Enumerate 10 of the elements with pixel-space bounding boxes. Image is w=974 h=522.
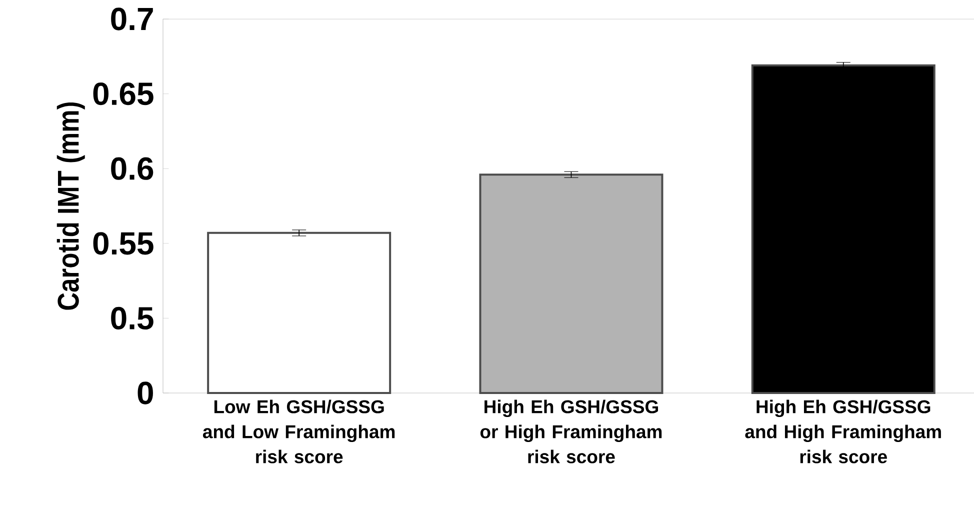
y-tick-label: 0.65 xyxy=(93,82,154,106)
y-tick-label: 0.55 xyxy=(93,232,154,255)
y-tick-label: 0.5 xyxy=(111,306,154,330)
y-tick-label: 0.6 xyxy=(111,157,154,180)
y-tick-label: 0 xyxy=(138,382,153,404)
x-tick-label: High Eh GSH/GSSG and High Framingham risk score xyxy=(745,400,941,464)
x-tick-label: High Eh GSH/GSSG or High Framingham risk score xyxy=(480,400,662,464)
x-tick-label: Low Eh GSH/GSSG and Low Framingham risk score xyxy=(202,400,395,464)
y-tick-label: 0.7 xyxy=(111,8,153,30)
y-axis-title: Carotid IMT (mm) xyxy=(56,102,85,310)
